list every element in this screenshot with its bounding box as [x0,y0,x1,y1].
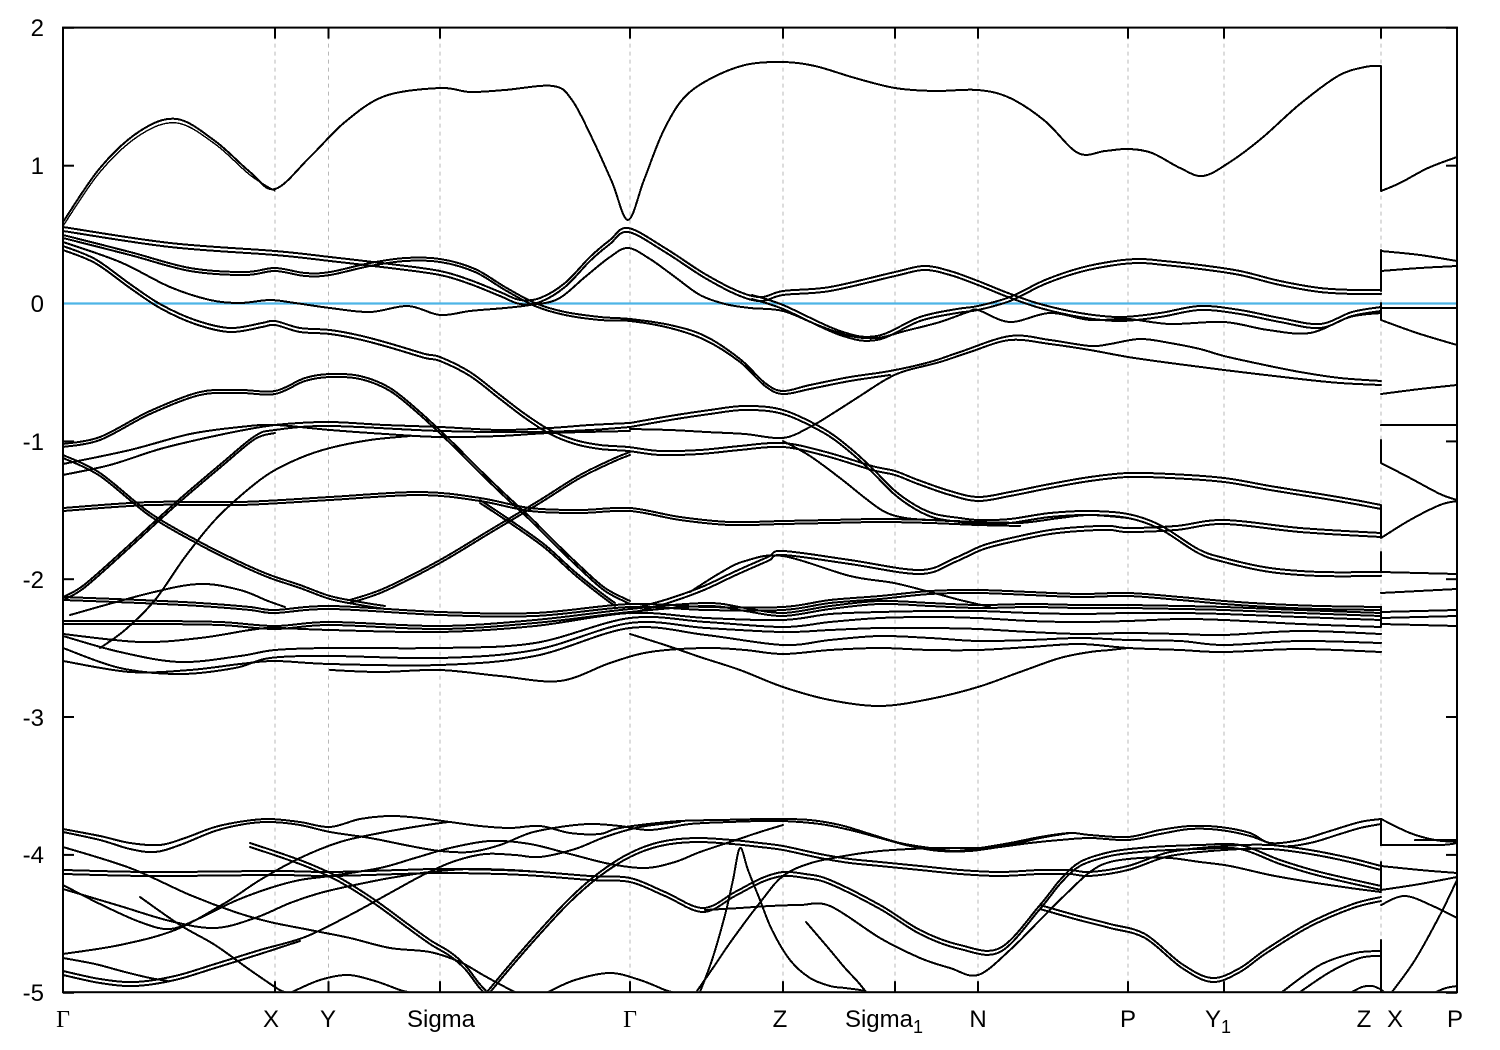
svg-text:-1: -1 [23,429,44,456]
svg-text:1: 1 [31,153,44,180]
svg-text:Y: Y [320,1006,336,1033]
svg-text:N: N [969,1006,986,1033]
svg-text:Z: Z [773,1006,788,1033]
svg-text:Γ: Γ [56,1007,70,1033]
svg-text:Z: Z [1357,1006,1372,1033]
svg-text:0: 0 [31,291,44,318]
svg-text:Y1: Y1 [1205,1006,1231,1037]
svg-text:-3: -3 [23,705,44,732]
svg-text:-2: -2 [23,567,44,594]
svg-text:X: X [1387,1006,1403,1033]
svg-text:Γ: Γ [623,1007,637,1033]
svg-text:P: P [1120,1006,1136,1033]
svg-text:Sigma1: Sigma1 [845,1006,923,1037]
svg-text:2: 2 [31,15,44,42]
svg-text:Sigma: Sigma [407,1006,476,1033]
svg-text:-4: -4 [23,842,44,869]
svg-text:X: X [263,1006,279,1033]
svg-text:-5: -5 [23,980,44,1007]
svg-text:P: P [1447,1006,1463,1033]
